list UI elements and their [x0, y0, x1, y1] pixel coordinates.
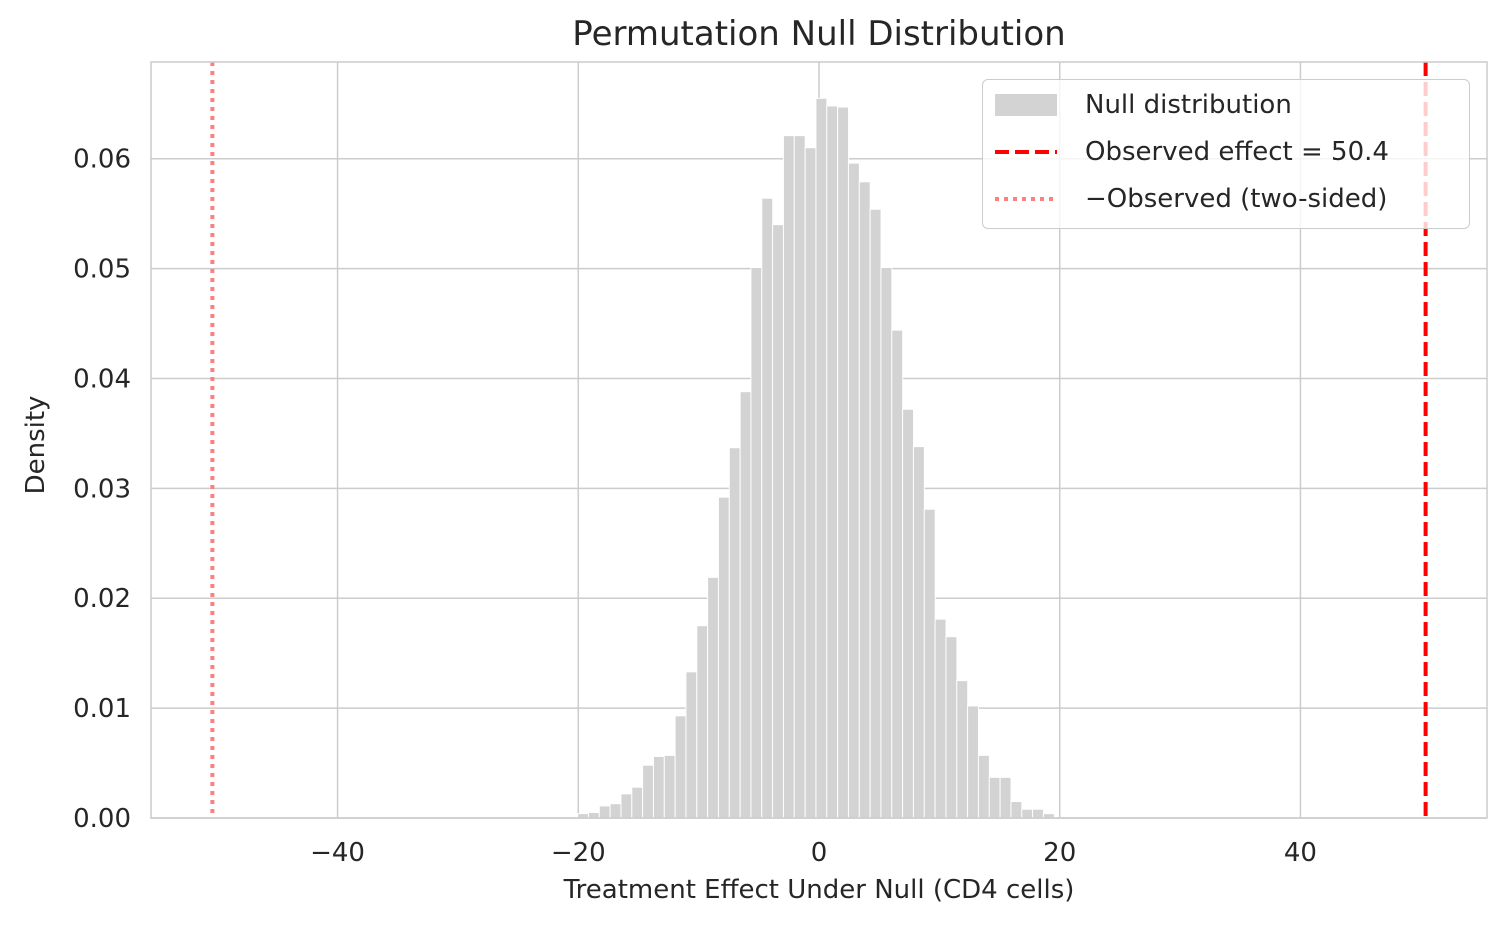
histogram-bar — [934, 618, 947, 819]
histogram-bar — [598, 805, 611, 819]
histogram-bar — [696, 625, 709, 819]
histogram-bar — [674, 715, 687, 819]
histogram-bar — [750, 266, 763, 819]
histogram-bar — [1032, 808, 1045, 819]
legend-label-observed: Observed effect = 50.4 — [1085, 137, 1389, 167]
histogram-bar — [1010, 801, 1023, 819]
histogram-bar — [652, 755, 665, 819]
histogram-bar — [869, 208, 882, 819]
y-tick-label: 0.00 — [73, 804, 131, 834]
legend-label-negative-observed: −Observed (two-sided) — [1085, 184, 1388, 214]
x-tick-label: 20 — [1043, 838, 1076, 868]
histogram-bar — [739, 391, 752, 819]
y-tick-label: 0.04 — [73, 364, 131, 394]
legend-item-negative-observed: −Observed (two-sided) — [995, 184, 1387, 214]
histogram-bar — [902, 408, 915, 819]
histogram-bar — [761, 197, 774, 819]
legend: Null distribution Observed effect = 50.4… — [982, 79, 1470, 229]
y-tick-label: 0.02 — [73, 584, 131, 614]
y-tick-label: 0.05 — [73, 255, 131, 285]
histogram-bar — [782, 135, 795, 819]
chart-title: Permutation Null Distribution — [572, 14, 1066, 54]
histogram-bar — [847, 162, 860, 819]
legend-label-null: Null distribution — [1085, 90, 1292, 120]
legend-swatch-negative-observed — [995, 184, 1057, 214]
legend-item-null: Null distribution — [995, 90, 1292, 120]
histogram-bar — [587, 812, 600, 819]
histogram-bar — [772, 224, 785, 819]
histogram-bar — [912, 446, 925, 819]
histogram-bar — [663, 754, 676, 819]
histogram-bar — [609, 803, 622, 819]
histogram-bar — [999, 776, 1012, 819]
histogram-bar — [804, 147, 817, 819]
legend-swatch-observed — [995, 137, 1057, 167]
histogram-bar — [717, 496, 730, 819]
histogram-bar — [826, 105, 839, 819]
histogram-bar — [967, 705, 980, 819]
histogram-bar — [728, 447, 741, 819]
histogram-bar — [631, 786, 644, 819]
histogram-bar — [620, 793, 633, 819]
histogram-bar — [988, 776, 1001, 819]
histogram-bar — [880, 266, 893, 819]
histogram-bar — [642, 764, 655, 819]
histogram-bar — [945, 636, 958, 819]
x-axis-label: Treatment Effect Under Null (CD4 cells) — [563, 875, 1075, 905]
y-tick-label: 0.03 — [73, 474, 131, 504]
y-tick-label: 0.06 — [73, 145, 131, 175]
x-tick-label: −40 — [310, 838, 365, 868]
histogram-bar — [837, 106, 850, 819]
x-tick-label: 40 — [1284, 838, 1317, 868]
legend-swatch-null — [995, 90, 1057, 120]
y-tick-label: 0.01 — [73, 694, 131, 724]
legend-item-observed: Observed effect = 50.4 — [995, 137, 1389, 167]
histogram-bar — [1021, 808, 1034, 819]
x-tick-label: 0 — [811, 838, 828, 868]
histogram-bar — [685, 671, 698, 819]
axes-frame — [150, 61, 1488, 819]
histogram-bar — [923, 508, 936, 819]
histogram-bar — [956, 680, 969, 819]
x-tick-label: −20 — [551, 838, 606, 868]
histogram-bar — [977, 754, 990, 819]
histogram-bar — [793, 135, 806, 819]
histogram-bar — [891, 329, 904, 819]
histogram-bar — [858, 181, 871, 819]
histogram-bar — [707, 576, 720, 819]
histogram-bar — [815, 97, 828, 819]
